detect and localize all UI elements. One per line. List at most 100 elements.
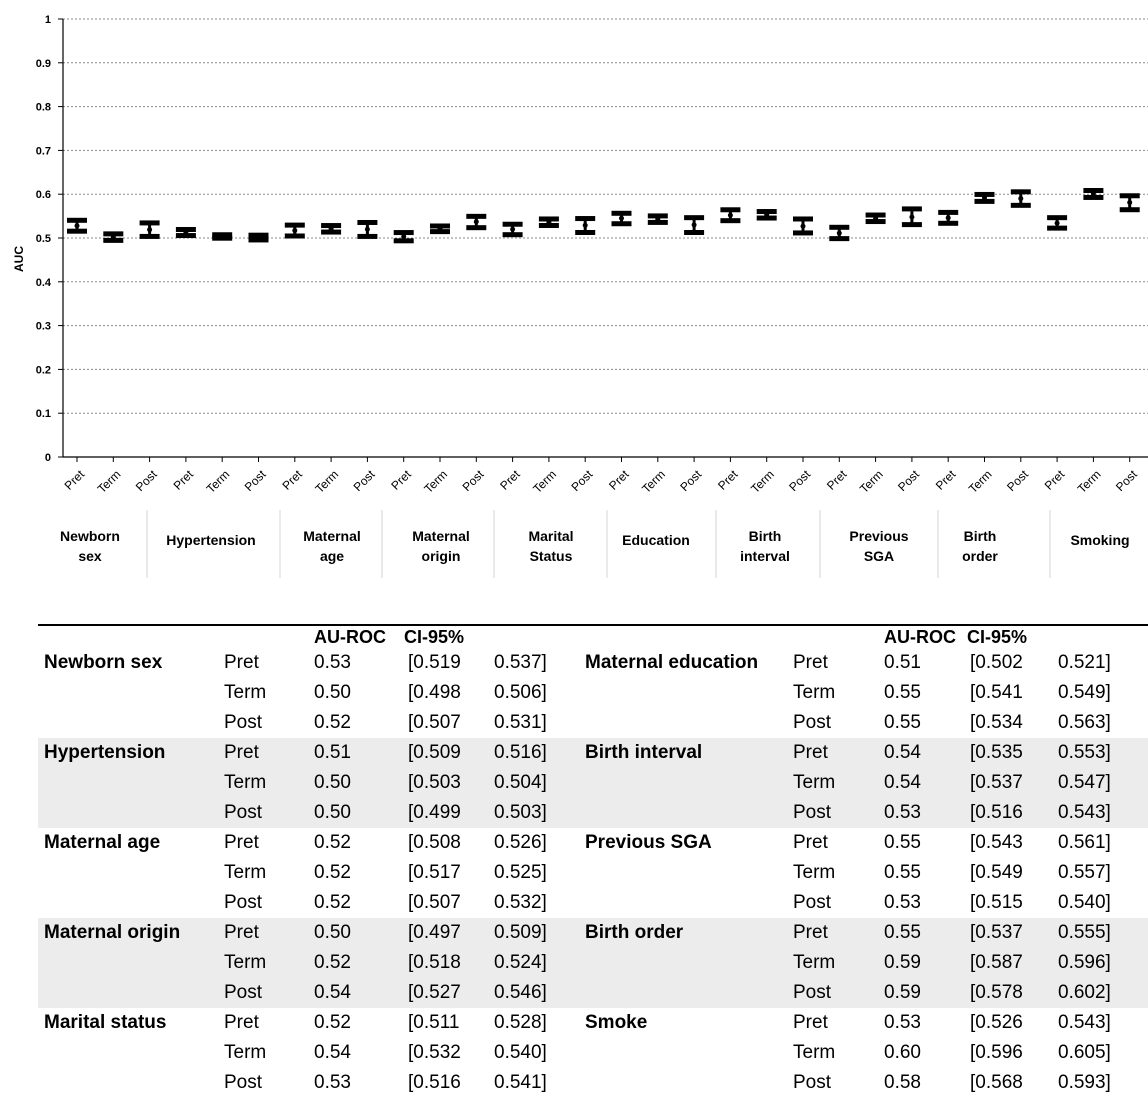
cell-ci-high-right: 0.602] bbox=[1058, 982, 1111, 1003]
error-bar bbox=[684, 215, 705, 235]
header-ci-left: CI-95% bbox=[404, 627, 465, 647]
error-bar bbox=[938, 209, 959, 226]
auc-error-bar-chart: 0 0.1 0.2 0.3 0.4 0.5 0.6 0.7 0.8 0.9 1 AUC Pret Te… bbox=[12, 14, 1148, 578]
cell-category-right: Pret bbox=[793, 832, 828, 853]
cell-ci-low-right: [0.535 bbox=[970, 742, 1023, 763]
group-label: Status bbox=[530, 548, 573, 564]
table-row: Post 0.52 [0.507 0.531] Post 0.55 [0.534 0.563] bbox=[38, 708, 1148, 738]
cell-ci-low-right: [0.502 bbox=[970, 652, 1023, 673]
auc-point bbox=[328, 226, 334, 232]
cell-category-right: Post bbox=[793, 712, 832, 733]
error-bar-cap-top bbox=[393, 230, 414, 236]
error-bar bbox=[974, 191, 995, 204]
error-bar-cap-bottom bbox=[575, 229, 596, 235]
cell-ci-high-left: 0.506] bbox=[494, 682, 547, 703]
cell-ci-low-left: [0.532 bbox=[408, 1042, 461, 1063]
x-category-label: Term bbox=[748, 467, 777, 496]
cell-ci-low-left: [0.517 bbox=[408, 862, 461, 883]
error-bar-cap-top bbox=[466, 213, 487, 219]
cell-auroc-left: 0.52 bbox=[314, 862, 351, 883]
error-bar bbox=[175, 226, 196, 239]
auc-point bbox=[909, 214, 915, 220]
table-row: Post 0.53 [0.516 0.541] Post 0.58 [0.568 0.593] bbox=[38, 1068, 1148, 1098]
cell-ci-high-right: 0.543] bbox=[1058, 802, 1111, 823]
x-category-label: Pret bbox=[62, 467, 88, 493]
error-bar bbox=[502, 221, 523, 238]
x-category-label: Pret bbox=[171, 467, 197, 493]
x-category-label: Term bbox=[95, 467, 124, 496]
error-bar-cap-top bbox=[865, 212, 886, 218]
cell-category-left: Term bbox=[224, 1042, 267, 1063]
table-row: Post 0.54 [0.527 0.546] Post 0.59 [0.578 0.602] bbox=[38, 978, 1148, 1008]
x-category-label: Post bbox=[895, 467, 922, 494]
auc-table: AU-ROC CI-95% AU-ROC CI-95% Newborn sex P… bbox=[38, 624, 1148, 1098]
cell-category-right: Pret bbox=[793, 652, 828, 673]
cell-ci-low-right: [0.549 bbox=[970, 862, 1023, 883]
x-category-label: Term bbox=[312, 467, 341, 496]
cell-ci-low-right: [0.578 bbox=[970, 982, 1023, 1003]
x-category-label: Post bbox=[460, 467, 487, 494]
auc-point bbox=[74, 223, 80, 229]
error-bar-cap-top bbox=[647, 213, 668, 219]
group-label: Smoking bbox=[1070, 532, 1129, 548]
cell-category-right: Pret bbox=[793, 742, 828, 763]
error-bar-cap-bottom bbox=[793, 230, 813, 236]
error-bar-cap-top bbox=[829, 224, 850, 230]
y-tick-label: 0.1 bbox=[36, 408, 51, 420]
cell-auroc-left: 0.53 bbox=[314, 652, 351, 673]
cell-ci-high-left: 0.537] bbox=[494, 652, 547, 673]
x-category-label: Term bbox=[204, 467, 233, 496]
y-tick-label: 0 bbox=[45, 452, 51, 464]
auc-point bbox=[1127, 200, 1133, 206]
cell-ci-high-right: 0.555] bbox=[1058, 922, 1111, 943]
cell-auroc-right: 0.54 bbox=[884, 772, 921, 793]
x-category-label: Pret bbox=[497, 467, 523, 493]
y-tick-label: 1 bbox=[45, 14, 51, 26]
cell-category-right: Term bbox=[793, 952, 836, 973]
auc-point bbox=[800, 223, 806, 229]
error-bar bbox=[829, 224, 850, 242]
cell-category-left: Term bbox=[224, 772, 267, 793]
table-body: Newborn sex Pret 0.53 [0.519 0.537] Maternal … bbox=[38, 648, 1148, 1098]
x-category-label: Term bbox=[966, 467, 995, 496]
error-bar bbox=[321, 223, 342, 235]
auc-point bbox=[1054, 220, 1060, 226]
cell-auroc-right: 0.55 bbox=[884, 712, 921, 733]
auc-point bbox=[764, 212, 770, 218]
error-bar-cap-bottom bbox=[938, 220, 959, 226]
error-bar bbox=[575, 216, 596, 235]
error-bar-cap-bottom bbox=[1047, 225, 1068, 231]
cell-variable-left: Newborn sex bbox=[44, 652, 163, 673]
group-label: origin bbox=[422, 548, 461, 564]
cell-auroc-right: 0.59 bbox=[884, 982, 921, 1003]
error-bar-cap-bottom bbox=[67, 228, 87, 234]
cell-ci-low-left: [0.503 bbox=[408, 772, 461, 793]
cell-ci-low-left: [0.498 bbox=[408, 682, 461, 703]
error-bar-cap-bottom bbox=[139, 233, 160, 239]
y-tick-label: 0.8 bbox=[36, 102, 51, 114]
cell-auroc-right: 0.59 bbox=[884, 952, 921, 973]
error-bar-cap-top bbox=[756, 209, 777, 215]
x-category-label: Post bbox=[1113, 467, 1140, 494]
cell-ci-high-left: 0.516] bbox=[494, 742, 547, 763]
cell-ci-high-left: 0.528] bbox=[494, 1012, 547, 1033]
error-bar bbox=[430, 223, 450, 235]
cell-ci-high-left: 0.532] bbox=[494, 892, 547, 913]
cell-ci-low-right: [0.596 bbox=[970, 1042, 1023, 1063]
auc-point bbox=[655, 216, 661, 222]
error-bar-cap-top bbox=[684, 215, 705, 221]
x-category-label: Pret bbox=[1042, 467, 1068, 493]
error-bar bbox=[611, 210, 632, 227]
cell-auroc-left: 0.51 bbox=[314, 742, 351, 763]
error-bar-cap-top bbox=[1119, 193, 1140, 199]
y-tick-label: 0.4 bbox=[36, 277, 52, 289]
cell-ci-low-left: [0.497 bbox=[408, 922, 461, 943]
error-bar-cap-top bbox=[103, 231, 124, 237]
cell-ci-high-right: 0.540] bbox=[1058, 892, 1111, 913]
x-category-label: Post bbox=[351, 467, 378, 494]
cell-category-right: Post bbox=[793, 982, 832, 1003]
cell-ci-high-left: 0.503] bbox=[494, 802, 547, 823]
group-label: Hypertension bbox=[166, 532, 255, 548]
table-row: Term 0.52 [0.517 0.525] Term 0.55 [0.549 0.557] bbox=[38, 858, 1148, 888]
x-category-label: Term bbox=[1075, 467, 1104, 496]
